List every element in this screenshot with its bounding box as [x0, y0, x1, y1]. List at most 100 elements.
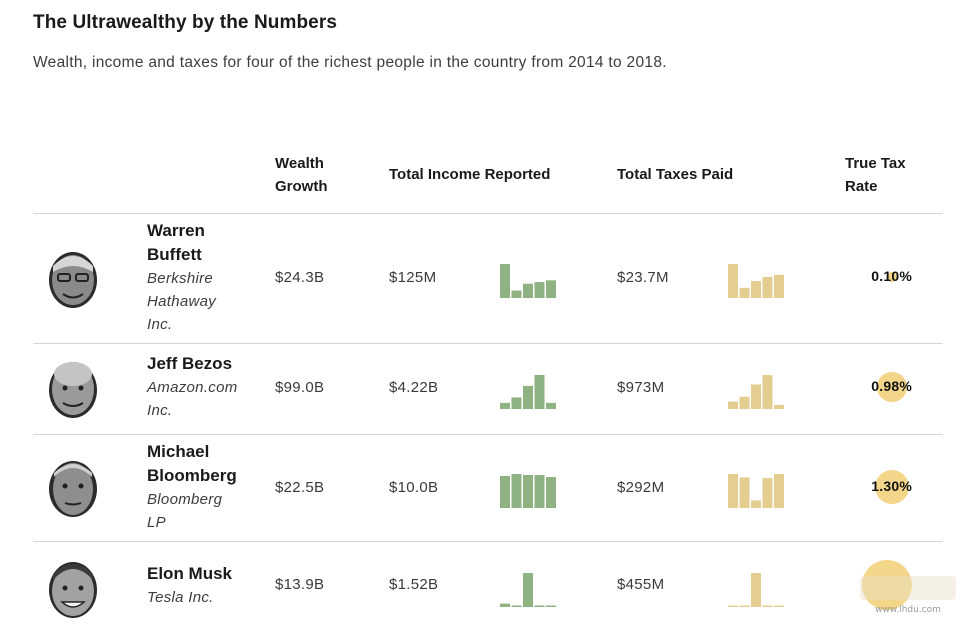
taxes-bar — [751, 384, 761, 409]
taxes-sparkline — [728, 264, 784, 298]
person-info: Warren Buffett Berkshire Hathaway Inc. — [147, 219, 262, 336]
taxes-bar — [762, 478, 773, 508]
taxes-bar — [728, 605, 738, 607]
header-true-tax-rate: True Tax Rate — [845, 152, 935, 198]
company-line: Hathaway — [147, 293, 217, 310]
income-bar — [534, 475, 545, 508]
company-line: Tesla Inc. — [147, 589, 214, 606]
rate-value: 0.10% — [871, 268, 912, 284]
income-bar — [546, 605, 556, 607]
company-line: Berkshire — [147, 270, 214, 287]
wealth-growth-value: $13.9B — [275, 576, 325, 593]
income-value: $1.52B — [389, 576, 439, 593]
taxes-bar — [751, 500, 761, 508]
chart-subtitle: Wealth, income and taxes for four of the… — [33, 54, 667, 71]
header-total-income: Total Income Reported — [389, 166, 551, 183]
wealth-growth-value: $99.0B — [275, 379, 325, 396]
company-line: Bloomberg — [147, 491, 223, 508]
name-line: Bloomberg — [147, 466, 237, 485]
person-info: Elon Musk Tesla Inc. — [147, 562, 262, 609]
company-name: Bloomberg LP — [147, 488, 262, 534]
taxes-bar — [739, 396, 750, 409]
true-tax-rate: 1.30% — [856, 467, 920, 507]
income-bar — [523, 475, 533, 508]
person-name: Jeff Bezos — [147, 352, 262, 376]
person-info: Michael Bloomberg Bloomberg LP — [147, 440, 262, 534]
taxes-sparkline — [728, 375, 784, 409]
company-line: Amazon.com — [147, 379, 238, 396]
taxes-value: $455M — [617, 576, 665, 593]
taxes-value: $292M — [617, 479, 665, 496]
income-bar — [534, 282, 545, 298]
income-bar — [523, 283, 533, 298]
name-line: Warren — [147, 221, 205, 240]
taxes-bar — [739, 605, 750, 607]
person-info: Jeff Bezos Amazon.com Inc. — [147, 352, 262, 422]
chart-title: The Ultrawealthy by the Numbers — [33, 12, 338, 33]
name-line: Michael — [147, 442, 210, 461]
table-row: Warren Buffett Berkshire Hathaway Inc. $… — [0, 214, 971, 343]
rate-circle — [887, 272, 897, 282]
person-name: Warren Buffett — [147, 219, 262, 267]
table-row: Elon Musk Tesla Inc. $13.9B $1.52B $455M — [0, 542, 971, 626]
taxes-bar — [774, 274, 784, 298]
watermark-text: www.lhdu.com — [875, 605, 941, 615]
header-wealth-line2: Growth — [275, 178, 328, 195]
company-name: Berkshire Hathaway Inc. — [147, 267, 262, 336]
income-bar — [546, 280, 556, 298]
company-line: Inc. — [147, 402, 173, 419]
header-rate-line1: True Tax — [845, 155, 906, 172]
taxes-bar — [751, 281, 761, 298]
avatar — [49, 362, 97, 418]
divider — [33, 434, 943, 435]
company-line: Inc. — [147, 316, 173, 333]
company-line: LP — [147, 514, 166, 531]
rate-value: 1.30% — [871, 478, 912, 494]
name-line: Buffett — [147, 245, 202, 264]
divider — [33, 343, 943, 344]
income-bar — [546, 402, 556, 409]
taxes-sparkline — [728, 474, 784, 508]
true-tax-rate: 0.10% — [856, 257, 920, 297]
taxes-value: $973M — [617, 379, 665, 396]
name-line: Elon Musk — [147, 564, 233, 583]
wealth-growth-value: $22.5B — [275, 479, 325, 496]
taxes-bar — [774, 474, 784, 508]
avatar — [49, 562, 97, 618]
rate-circle — [862, 560, 912, 610]
true-tax-rate: 0.98% — [856, 367, 920, 407]
income-value: $4.22B — [389, 379, 439, 396]
income-bar — [523, 385, 533, 409]
income-bar — [500, 264, 510, 298]
taxes-bar — [739, 287, 750, 298]
income-bar — [511, 474, 522, 508]
taxes-bar — [774, 404, 784, 409]
taxes-bar — [762, 375, 773, 409]
taxes-bar — [762, 605, 773, 607]
income-sparkline — [500, 375, 556, 409]
income-bar — [500, 402, 510, 409]
rate-circle — [877, 372, 907, 402]
income-value: $125M — [389, 269, 437, 286]
taxes-bar — [728, 264, 738, 298]
income-bar — [523, 573, 533, 607]
income-value: $10.0B — [389, 479, 439, 496]
income-sparkline — [500, 474, 556, 508]
income-bar — [511, 605, 522, 607]
taxes-bar — [774, 605, 784, 607]
true-tax-rate — [856, 560, 920, 610]
income-bar — [500, 476, 510, 508]
taxes-bar — [728, 474, 738, 508]
avatar — [49, 252, 97, 308]
taxes-bar — [751, 573, 761, 607]
income-bar — [534, 605, 545, 607]
person-name: Elon Musk — [147, 562, 262, 586]
table-row: Michael Bloomberg Bloomberg LP $22.5B $1… — [0, 435, 971, 541]
income-sparkline — [500, 264, 556, 298]
header-wealth-growth: Wealth Growth — [275, 152, 365, 198]
taxes-bar — [762, 276, 773, 298]
income-bar — [511, 397, 522, 409]
taxes-value: $23.7M — [617, 269, 669, 286]
income-sparkline — [500, 573, 556, 607]
divider — [33, 541, 943, 542]
